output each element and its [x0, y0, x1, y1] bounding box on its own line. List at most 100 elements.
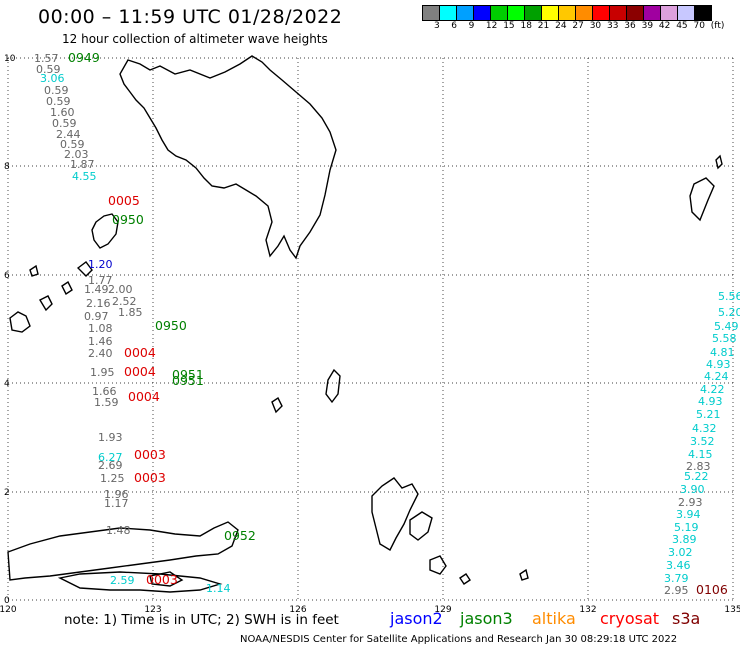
wave-height-value: 5.20: [718, 306, 740, 319]
wave-height-value: 2.52: [112, 295, 137, 308]
wave-height-value: 2.44: [56, 128, 81, 141]
legend-label: 3: [434, 21, 440, 31]
wave-height-value: 1.66: [92, 385, 117, 398]
legend-label: 12: [485, 21, 498, 31]
coastline: [409, 511, 433, 541]
ground-track-time: 0952: [224, 528, 256, 543]
wave-height-value: 3.90: [680, 483, 705, 496]
latitude-label: 0: [4, 596, 10, 606]
wave-height-value: 4.32: [692, 422, 717, 435]
coastline: [76, 261, 93, 277]
coastline: [91, 213, 119, 249]
coastline: [715, 154, 723, 170]
wave-height-value: 1.49: [84, 283, 109, 296]
wave-height-value: 0.59: [44, 84, 69, 97]
coastline: [271, 396, 283, 414]
wave-height-value: 0.59: [52, 117, 77, 130]
wave-height-value: 0.59: [36, 63, 61, 76]
legend-label: 42: [658, 21, 671, 31]
wave-height-value: 2.40: [88, 347, 113, 360]
mission-legend-item: altika: [532, 609, 576, 628]
coastline: [519, 568, 529, 581]
ground-track-time: 0003: [134, 470, 166, 485]
latitude-label: 8: [4, 162, 10, 172]
wave-height-value: 3.89: [672, 533, 697, 546]
wave-height-value: 2.69: [98, 459, 123, 472]
latitude-label: 4: [4, 379, 10, 389]
wave-height-value: 1.95: [90, 366, 115, 379]
latitude-label: 6: [4, 271, 10, 281]
wave-height-value: 1.87: [70, 158, 95, 171]
wave-height-value: 3.94: [676, 508, 701, 521]
coastlines: [7, 55, 723, 593]
ground-track-time: 0004: [128, 389, 160, 404]
ground-track-time: 0003: [146, 572, 178, 587]
wave-height-value: 3.46: [666, 559, 691, 572]
ground-track-time: 0951: [172, 367, 204, 382]
coastline: [429, 555, 447, 575]
wave-height-value: 4.93: [698, 395, 723, 408]
mission-legend-item: cryosat: [600, 609, 660, 628]
coastline: [7, 521, 239, 581]
legend-swatch: [694, 5, 712, 21]
coastline: [57, 571, 223, 593]
legend-label: 24: [555, 21, 567, 31]
legend-label: 21: [537, 21, 550, 31]
wave-height-value: 1.57: [34, 52, 59, 65]
mission-legend-item: jason3: [460, 609, 513, 628]
legend-label: 45: [676, 21, 688, 31]
wave-height-value: 4.55: [72, 170, 97, 183]
coastline: [149, 571, 184, 587]
legend-label: 33: [607, 21, 619, 31]
longitude-label: 129: [434, 605, 451, 615]
legend-label: 36: [624, 21, 636, 31]
legend-label: 70: [693, 21, 705, 31]
legend-label: (ft): [710, 21, 725, 31]
wave-height-value: 2.95: [664, 584, 689, 597]
coastline: [689, 177, 715, 222]
wave-height-value: 4.15: [688, 448, 713, 461]
longitude-label: 126: [289, 605, 306, 615]
longitude-label: 135: [724, 605, 740, 615]
ground-track-time: 0950: [112, 212, 144, 227]
wave-height-value: 1.14: [206, 582, 231, 595]
coastline: [29, 264, 39, 277]
ground-track-time: 0106: [696, 582, 728, 597]
coastline: [61, 280, 73, 296]
wave-height-value: 3.52: [690, 435, 715, 448]
wave-height-value: 5.56: [718, 290, 740, 303]
wave-height-value: 3.79: [664, 572, 689, 585]
mission-legend-item: jason2: [390, 609, 443, 628]
wave-height-value: 0.59: [46, 95, 71, 108]
ground-track-time: 0950: [155, 318, 187, 333]
ground-track-time: 0004: [124, 345, 156, 360]
wave-height-value: 0.59: [60, 138, 85, 151]
wave-height-value: 1.48: [106, 524, 131, 537]
ground-track-time: 0004: [124, 364, 156, 379]
wave-height-value: 2.03: [64, 148, 89, 161]
ground-track-time: 0005: [108, 193, 140, 208]
legend-label: 27: [572, 21, 584, 31]
coastline: [459, 573, 471, 585]
wave-height-value: 3.06: [40, 72, 65, 85]
wave-height-value: 1.93: [98, 431, 123, 444]
latitude-label: 10: [4, 54, 16, 64]
wave-height-value: 1.77: [88, 274, 113, 287]
longitude-label: 120: [0, 605, 17, 615]
wave-height-value: 5.49: [714, 320, 739, 333]
legend-label: 39: [641, 21, 654, 31]
legend-label: 9: [468, 21, 475, 31]
legend-label: 30: [589, 21, 602, 31]
coastline: [119, 55, 337, 260]
wave-height-value: 4.81: [710, 346, 735, 359]
wave-height-value: 1.46: [88, 335, 113, 348]
wave-height-labels: 1.570.593.060.590.591.600.592.440.592.03…: [34, 52, 740, 597]
wave-height-value: 1.96: [104, 488, 129, 501]
color-scale-labels: 3 6 9 12 15 18 21 24 27 30 33 36 39 42 45 70 (ft): [422, 21, 740, 35]
wave-height-value: 1.60: [50, 106, 75, 119]
ground-track-time: 0003: [134, 447, 166, 462]
